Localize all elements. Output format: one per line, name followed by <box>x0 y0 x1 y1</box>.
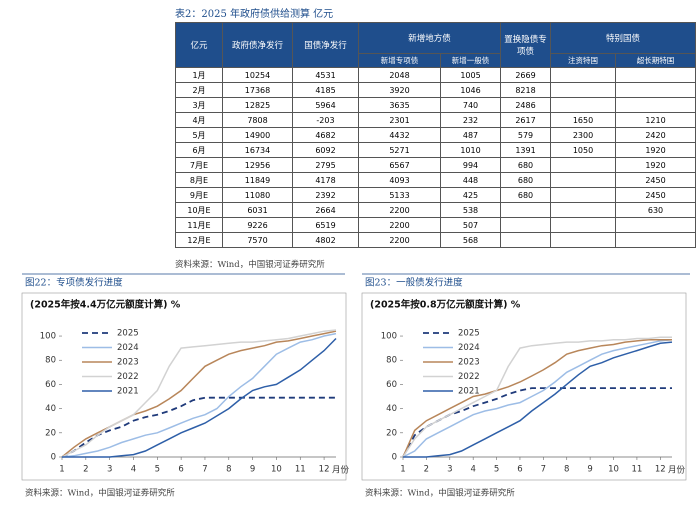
y-tick-label: 20 <box>386 428 397 438</box>
x-tick-label: 11 <box>295 465 306 475</box>
header-cell: 置换隐债专项债 <box>500 22 551 68</box>
x-tick-label: 1 <box>400 465 405 475</box>
legend-label: 2022 <box>117 372 139 382</box>
x-tick-label: 5 <box>494 465 499 475</box>
x-axis-label: 月份 <box>668 465 686 476</box>
y-tick-label: 20 <box>45 428 56 438</box>
x-tick-label: 1 <box>59 465 64 475</box>
chart-frame <box>361 292 687 481</box>
x-tick-label: 10 <box>608 465 619 475</box>
series-line <box>61 396 336 458</box>
x-tick-label: 3 <box>447 465 452 475</box>
figure-label: 图23：一般债发行进度 <box>365 277 463 289</box>
header-row: 亿元 政府债净发行 国债净发行 新增地方债 置换隐债专项债 特别国债 <box>175 22 696 68</box>
header-cell: 特别国债 <box>550 22 696 54</box>
legend-label: 2024 <box>117 343 139 353</box>
header-cell: 注资特国 <box>550 53 616 68</box>
x-tick-label: 9 <box>250 465 255 475</box>
series-line <box>61 332 337 458</box>
legend-label: 2025 <box>117 329 139 339</box>
x-axis-label: 月份 <box>332 465 350 476</box>
header-cell: 政府债净发行 <box>222 22 293 68</box>
x-tick-label: 8 <box>226 465 231 475</box>
x-tick-label: 6 <box>178 465 183 475</box>
legend-label: 2021 <box>117 387 139 397</box>
table-row: 9月E 11080 2392 5133 425 680 2450 <box>175 187 696 203</box>
x-tick-label: 5 <box>155 465 160 475</box>
y-tick-label: 100 <box>40 332 56 342</box>
legend-label: 2025 <box>458 329 480 339</box>
header-cell: 新增一般债 <box>440 53 501 68</box>
series-line <box>403 341 673 458</box>
table-row: 4月 7808 -203 2301 232 2617 1650 1210 <box>175 112 696 128</box>
chart-source: 资料来源：Wind，中国银河证券研究所 <box>25 488 175 499</box>
x-tick-label: 12 <box>319 465 330 475</box>
x-tick-label: 4 <box>131 465 136 475</box>
x-tick-label: 7 <box>541 465 546 475</box>
table-row: 6月 16734 6092 5271 1010 1391 1050 1920 <box>175 142 696 158</box>
series-line <box>61 330 337 458</box>
series-line <box>402 387 672 458</box>
y-tick-label: 80 <box>45 356 56 366</box>
table-row: 12月E 7570 4802 2200 568 <box>175 232 696 248</box>
x-tick-label: 2 <box>83 465 88 475</box>
x-tick-label: 3 <box>107 465 112 475</box>
y-tick-label: 60 <box>45 380 56 390</box>
chart-frame <box>21 292 347 481</box>
y-tick-label: 40 <box>45 404 56 414</box>
table-cell: 7570 <box>222 232 293 248</box>
table-row: 8月E 11849 4178 4093 448 680 2450 <box>175 172 696 188</box>
legend-label: 2023 <box>458 358 480 368</box>
y-tick-label: 80 <box>386 356 397 366</box>
legend-label: 2021 <box>458 387 480 397</box>
header-cell: 新增专项债 <box>358 53 441 68</box>
series-line <box>402 338 672 458</box>
x-tick-label: 10 <box>271 465 282 475</box>
series-line <box>61 329 337 458</box>
table-cell: 4802 <box>292 232 359 248</box>
header-cell: 国债净发行 <box>292 22 359 68</box>
series-line <box>402 336 672 458</box>
chart-title: (2025年按0.8万亿元额度计算) % <box>370 299 521 311</box>
header-cell: 新增地方债 <box>358 22 501 54</box>
figure-label: 图22：专项债发行进度 <box>25 277 123 289</box>
x-tick-label: 6 <box>517 465 522 475</box>
table: 亿元 政府债净发行 国债净发行 新增地方债 置换隐债专项债 特别国债 新增专项债 新增一般债注… <box>175 22 696 248</box>
x-tick-label: 7 <box>202 465 207 475</box>
y-tick-label: 40 <box>386 404 397 414</box>
series-line <box>402 338 673 458</box>
table-source: 资料来源：Wind，中国银河证券研究所 <box>175 260 325 270</box>
y-tick-label: 0 <box>392 453 397 463</box>
legend-label: 2022 <box>458 372 480 382</box>
chart-title: (2025年按4.4万亿元额度计算) % <box>30 299 181 311</box>
chart-source: 资料来源：Wind，中国银河证券研究所 <box>365 488 515 499</box>
x-tick-label: 12 <box>655 465 666 475</box>
x-tick-label: 8 <box>564 465 569 475</box>
y-tick-label: 100 <box>381 332 397 342</box>
x-tick-label: 4 <box>470 465 475 475</box>
y-tick-label: 0 <box>51 453 56 463</box>
legend-label: 2024 <box>458 343 480 353</box>
table-cell <box>615 232 696 248</box>
table-title: 表2：2025 年政府债供给测算 亿元 <box>175 9 334 20</box>
x-tick-label: 9 <box>587 465 592 475</box>
series-line <box>62 337 337 458</box>
y-tick-label: 60 <box>386 380 397 390</box>
x-tick-label: 2 <box>424 465 429 475</box>
legend-label: 2023 <box>117 358 139 368</box>
header-row: 新增专项债 新增一般债 注资特国 超长期特国 <box>176 53 696 68</box>
x-tick-label: 11 <box>631 465 642 475</box>
table-row: 2月 17368 4185 3920 1046 8218 <box>175 82 696 98</box>
header-cell: 亿元 <box>175 22 223 68</box>
